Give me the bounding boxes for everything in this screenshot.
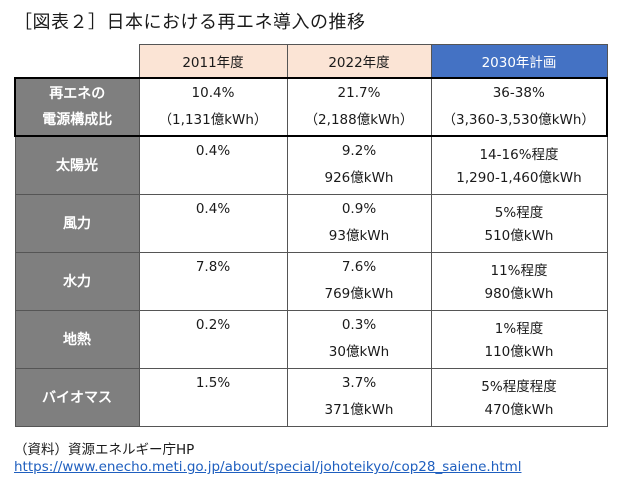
renewable-energy-table: 2011年度 2022年度 2030年計画 再エネの 電源構成比 10.4% （1… xyxy=(14,44,608,427)
cell-share: 10.4% xyxy=(191,85,235,101)
cell-amount: 926億kWh xyxy=(324,170,394,186)
cell-share: 5%程度程度 xyxy=(481,378,557,395)
table-cell: 14-16%程度 1,290-1,460億kWh xyxy=(430,135,608,195)
cell-amount: 769億kWh xyxy=(324,285,394,302)
cell-share: 0.4% xyxy=(195,200,231,217)
cell-share: 1.5% xyxy=(195,374,231,391)
cell-amount: 371億kWh xyxy=(324,401,394,418)
table-cell: 1%程度 110億kWh xyxy=(430,309,608,369)
cell-amount: （3,360-3,530億kWh） xyxy=(442,112,595,128)
table-cell: 0.2% xyxy=(138,309,288,369)
cell-amount xyxy=(140,165,287,191)
table-cell: 36-38% （3,360-3,530億kWh） xyxy=(430,77,608,137)
figure-title: ［図表２］日本における再エネ導入の推移 xyxy=(14,12,366,33)
cell-amount: （1,131億kWh） xyxy=(158,112,268,128)
table-cell: 7.6% 769億kWh xyxy=(286,251,432,311)
table-cell: 1.5% xyxy=(138,367,288,427)
row-header: 地熱 xyxy=(14,309,140,369)
table-cell: 5%程度 510億kWh xyxy=(430,193,608,253)
table-cell: 10.4% （1,131億kWh） xyxy=(138,77,288,137)
cell-amount: 510億kWh xyxy=(484,227,554,244)
table-row: 再エネの 電源構成比 10.4% （1,131億kWh） 21.7% （2,188億… xyxy=(14,77,608,137)
cell-share: 0.4% xyxy=(195,143,231,159)
row-header: 太陽光 xyxy=(14,135,140,195)
table-row: 地熱 0.2% 0.3% 30億kWh 1%程度 110億kWh xyxy=(14,309,608,369)
table-row: 風力 0.4% 0.9% 93億kWh 5%程度 510億kWh xyxy=(14,193,608,253)
source-link[interactable]: https://www.enecho.meti.go.jp/about/spec… xyxy=(14,459,522,475)
table-cell: 7.8% xyxy=(138,251,288,311)
row-header: 水力 xyxy=(14,251,140,311)
cell-share: 11%程度 xyxy=(490,262,548,279)
cell-share: 0.2% xyxy=(195,316,231,333)
cell-amount: 470億kWh xyxy=(484,401,554,418)
cell-share: 0.9% xyxy=(341,200,377,217)
cell-amount xyxy=(140,397,287,423)
row-header: 再エネの 電源構成比 xyxy=(14,77,140,137)
cell-share: 5%程度 xyxy=(494,204,544,221)
cell-share: 36-38% xyxy=(492,85,545,101)
table-cell: 11%程度 980億kWh xyxy=(430,251,608,311)
cell-amount: 93億kWh xyxy=(328,227,390,244)
cell-share: 3.7% xyxy=(341,374,377,391)
column-header-2030: 2030年計画 xyxy=(430,44,608,79)
table-cell: 5%程度程度 470億kWh xyxy=(430,367,608,427)
row-header: 風力 xyxy=(14,193,140,253)
cell-amount xyxy=(140,223,287,249)
cell-share: 1%程度 xyxy=(494,320,544,337)
cell-amount: 1,290-1,460億kWh xyxy=(456,170,582,186)
column-header-2011: 2011年度 xyxy=(138,44,288,79)
cell-share: 9.2% xyxy=(341,143,377,159)
row-header: バイオマス xyxy=(14,367,140,427)
source-note: （資料）資源エネルギー庁HP xyxy=(14,442,195,458)
table-cell: 9.2% 926億kWh xyxy=(286,135,432,195)
table-corner xyxy=(15,44,140,79)
cell-amount: 110億kWh xyxy=(484,343,554,360)
table-cell: 0.9% 93億kWh xyxy=(286,193,432,253)
cell-share: 7.6% xyxy=(341,258,377,275)
cell-share: 21.7% xyxy=(337,85,381,101)
cell-share: 7.8% xyxy=(195,258,231,275)
cell-amount: 980億kWh xyxy=(484,285,554,302)
table-row: 水力 7.8% 7.6% 769億kWh 11%程度 980億kWh xyxy=(14,251,608,311)
table-row: バイオマス 1.5% 3.7% 371億kWh 5%程度程度 470億kWh xyxy=(14,367,608,427)
cell-amount: （2,188億kWh） xyxy=(304,112,414,128)
cell-amount: 30億kWh xyxy=(328,343,390,360)
table-cell: 0.3% 30億kWh xyxy=(286,309,432,369)
cell-share: 0.3% xyxy=(341,316,377,333)
table-cell: 0.4% xyxy=(138,135,288,195)
cell-share: 14-16%程度 xyxy=(479,147,559,163)
column-header-2022: 2022年度 xyxy=(286,44,432,79)
row-label: 再エネの xyxy=(49,86,106,102)
cell-amount xyxy=(140,339,287,365)
table-cell: 21.7% （2,188億kWh） xyxy=(286,77,432,137)
cell-amount xyxy=(140,281,287,307)
table-row: 太陽光 0.4% 9.2% 926億kWh 14-16%程度 1,290-1,460… xyxy=(14,135,608,195)
table-cell: 0.4% xyxy=(138,193,288,253)
row-label-sub: 電源構成比 xyxy=(42,112,113,128)
table-cell: 3.7% 371億kWh xyxy=(286,367,432,427)
